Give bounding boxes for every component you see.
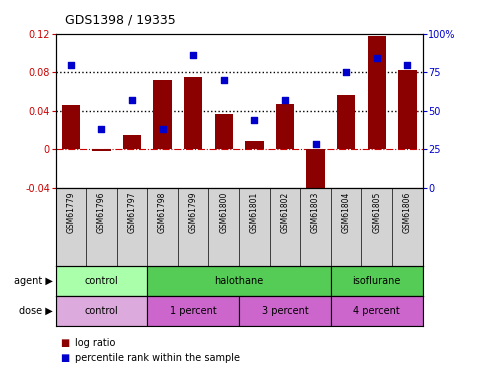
Text: 4 percent: 4 percent [354,306,400,316]
Text: control: control [85,306,118,316]
Point [251,117,258,123]
Bar [147,266,331,296]
Point [220,77,227,83]
Point [98,126,105,132]
Text: isoflurane: isoflurane [353,276,401,286]
Point [373,56,381,62]
Bar [398,70,416,149]
Point [128,97,136,103]
Text: GSM61803: GSM61803 [311,191,320,233]
Text: GDS1398 / 19335: GDS1398 / 19335 [65,13,176,26]
Bar [276,104,294,149]
Text: control: control [85,276,118,286]
Bar [56,266,147,296]
Text: GSM61798: GSM61798 [158,191,167,233]
Bar [331,266,423,296]
Text: GSM61800: GSM61800 [219,191,228,233]
Bar [123,135,141,149]
Text: dose ▶: dose ▶ [19,306,53,316]
Point [189,52,197,58]
Point [67,62,75,68]
Bar [368,36,386,149]
Text: 3 percent: 3 percent [262,306,308,316]
Text: GSM61804: GSM61804 [341,191,351,233]
Text: 1 percent: 1 percent [170,306,216,316]
Bar [331,296,423,326]
Text: percentile rank within the sample: percentile rank within the sample [75,353,240,363]
Text: halothane: halothane [214,276,264,286]
Bar [239,296,331,326]
Point [281,97,289,103]
Text: GSM61802: GSM61802 [281,191,289,232]
Bar [62,105,80,149]
Bar [337,95,355,149]
Text: GSM61801: GSM61801 [250,191,259,232]
Bar [306,149,325,194]
Text: ■: ■ [60,353,70,363]
Text: GSM61806: GSM61806 [403,191,412,233]
Bar [154,80,172,149]
Text: GSM61796: GSM61796 [97,191,106,233]
Text: agent ▶: agent ▶ [14,276,53,286]
Bar [214,114,233,149]
Text: ■: ■ [60,338,70,348]
Text: log ratio: log ratio [75,338,115,348]
Point [159,126,167,132]
Point [312,141,319,147]
Text: GSM61799: GSM61799 [189,191,198,233]
Point [403,62,411,68]
Text: GSM61805: GSM61805 [372,191,381,233]
Bar [147,296,239,326]
Bar [92,149,111,151]
Bar [184,77,202,149]
Bar [245,141,264,149]
Text: GSM61779: GSM61779 [66,191,75,233]
Text: GSM61797: GSM61797 [128,191,137,233]
Bar [56,296,147,326]
Point [342,69,350,75]
